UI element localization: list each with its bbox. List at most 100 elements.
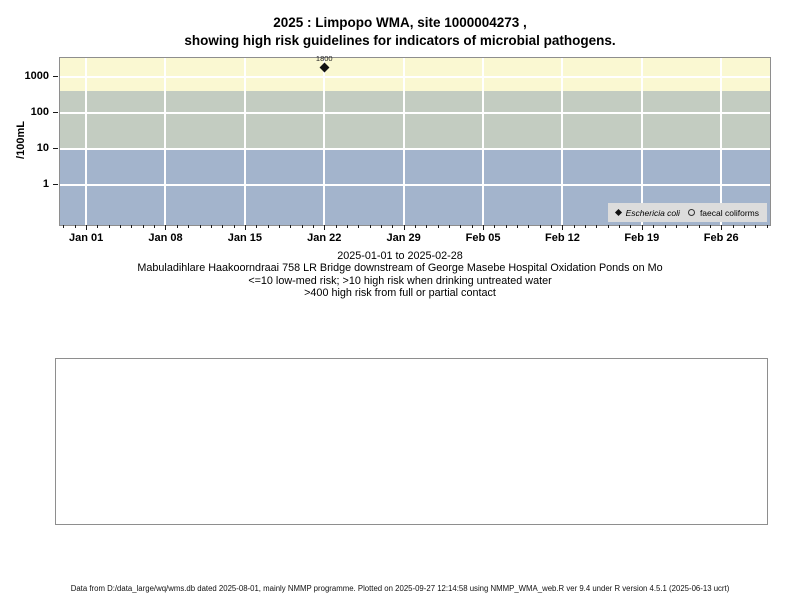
- x-gridline: [561, 58, 564, 225]
- x-axis-major-tick: [403, 225, 405, 230]
- x-axis-major-tick: [86, 225, 88, 230]
- x-axis-minor-tick: [358, 225, 360, 228]
- x-axis-minor-tick: [755, 225, 757, 228]
- y-axis-tick: [53, 148, 58, 150]
- x-tick-label: Feb 19: [624, 232, 660, 244]
- x-gridline: [243, 58, 246, 225]
- x-axis-minor-tick: [585, 225, 587, 228]
- x-axis-minor-tick: [743, 225, 745, 228]
- subtitle-site-description: Mabuladihlare Haakoorndraai 758 LR Bridg…: [137, 262, 663, 275]
- x-axis-major-tick: [641, 225, 643, 230]
- x-axis-minor-tick: [199, 225, 201, 228]
- x-axis-minor-tick: [687, 225, 689, 228]
- x-tick-label: Jan 29: [386, 232, 421, 244]
- x-axis-minor-tick: [120, 225, 122, 228]
- x-gridline: [323, 58, 326, 225]
- x-axis-minor-tick: [63, 225, 65, 228]
- y-axis-tick: [53, 112, 58, 114]
- x-axis-minor-tick: [392, 225, 394, 228]
- y-tick-label: 1000: [24, 69, 49, 82]
- y-gridline: [60, 75, 770, 78]
- x-axis-minor-tick: [505, 225, 507, 228]
- y-axis-tick: [53, 76, 58, 78]
- x-axis-minor-tick: [698, 225, 700, 228]
- x-axis-minor-tick: [415, 225, 416, 228]
- x-axis-minor-tick: [630, 225, 632, 228]
- x-axis-major-tick: [324, 225, 326, 230]
- x-axis-minor-tick: [573, 225, 575, 228]
- x-gridline: [85, 58, 88, 225]
- x-axis-minor-tick: [766, 225, 768, 228]
- y-tick-label: 1: [42, 177, 49, 190]
- x-tick-label: Jan 01: [68, 232, 104, 244]
- x-axis-minor-tick: [607, 225, 609, 228]
- x-tick-label: Feb 05: [465, 232, 501, 244]
- legend-item-faecal-coliforms: faecal coliforms: [687, 207, 759, 218]
- x-axis-major-tick: [483, 225, 485, 230]
- subtitle-risk-guideline-drinking: <=10 low-med risk; >10 high risk when dr…: [248, 274, 552, 287]
- subtitle-risk-guideline-contact: >400 high risk from full or partial cont…: [304, 286, 496, 299]
- x-axis-major-tick: [562, 225, 564, 230]
- legend-label-eschericia-coli: Eschericia coli: [625, 207, 680, 218]
- empty-plot-panel: [55, 358, 768, 525]
- diamond-marker-icon: [614, 208, 622, 217]
- x-axis-minor-tick: [278, 225, 280, 228]
- open-circle-marker-icon: [687, 209, 695, 216]
- band-high-risk-contact: [60, 58, 770, 91]
- y-tick-label: 100: [30, 105, 49, 118]
- x-axis-minor-tick: [335, 225, 337, 228]
- chart-title-line1: 2025 : Limpopo WMA, site 1000004273 ,: [273, 15, 527, 30]
- x-axis-minor-tick: [176, 225, 178, 228]
- x-axis-minor-tick: [471, 225, 473, 228]
- x-axis-major-tick: [244, 225, 246, 230]
- band-high-risk-drinking: [60, 90, 770, 149]
- x-axis-minor-tick: [154, 225, 156, 228]
- x-axis-minor-tick: [301, 225, 303, 228]
- x-axis-minor-tick: [460, 225, 462, 228]
- x-axis-minor-tick: [449, 225, 451, 228]
- plot-area: 1000 100 10 1 Jan 01 Jan 08 Jan 15 Jan 22 Jan 29…: [25, 53, 771, 244]
- legend-label-faecal-coliforms: faecal coliforms: [699, 207, 759, 218]
- x-tick-label: Jan 22: [307, 232, 342, 244]
- x-axis-minor-tick: [596, 225, 598, 228]
- x-axis-minor-tick: [709, 225, 711, 228]
- x-axis-minor-tick: [97, 225, 99, 228]
- subtitle-date-range: 2025-01-01 to 2025-02-28: [337, 250, 463, 262]
- x-axis-minor-tick: [619, 225, 621, 228]
- microbial-indicator-chart: 1000 100 10 1 Jan 01 Jan 08 Jan 15 Jan 22 Jan 29…: [15, 53, 771, 244]
- x-axis-minor-tick: [426, 225, 428, 228]
- ecoli-point-value-label: 1800: [315, 53, 333, 63]
- x-axis-minor-tick: [653, 225, 655, 228]
- x-axis-minor-tick: [675, 225, 677, 228]
- x-axis-minor-tick: [210, 225, 212, 228]
- x-gridline: [402, 58, 405, 225]
- x-axis-major-tick: [721, 225, 723, 230]
- x-tick-label: Feb 26: [703, 232, 739, 244]
- x-axis-minor-tick: [664, 225, 666, 228]
- y-gridline: [60, 111, 770, 114]
- x-axis-minor-tick: [312, 225, 314, 228]
- x-axis-minor-tick: [290, 225, 292, 228]
- x-axis-minor-tick: [437, 225, 439, 228]
- y-gridline: [60, 183, 770, 186]
- x-axis-minor-tick: [732, 225, 734, 228]
- x-axis-minor-tick: [256, 225, 258, 228]
- x-axis-major-tick: [165, 225, 167, 230]
- y-gridline: [60, 147, 770, 150]
- footer-provenance-note: Data from D:/data_large/wq/wms.db dated …: [70, 584, 730, 593]
- x-axis-minor-tick: [380, 225, 382, 228]
- x-tick-label: Jan 08: [148, 232, 183, 244]
- x-axis-minor-tick: [74, 225, 76, 228]
- x-axis-minor-tick: [222, 225, 224, 228]
- chart-title-line2: showing high risk guidelines for indicat…: [184, 33, 616, 48]
- legend-item-eschericia-coli: Eschericia coli: [614, 207, 680, 218]
- y-axis-tick: [53, 184, 58, 186]
- x-axis-minor-tick: [551, 225, 553, 228]
- x-axis-minor-tick: [494, 225, 496, 228]
- x-gridline: [164, 58, 167, 225]
- x-gridline: [640, 58, 643, 225]
- x-tick-label: Jan 15: [227, 232, 262, 244]
- x-gridline: [720, 58, 723, 225]
- x-axis-minor-tick: [267, 225, 269, 228]
